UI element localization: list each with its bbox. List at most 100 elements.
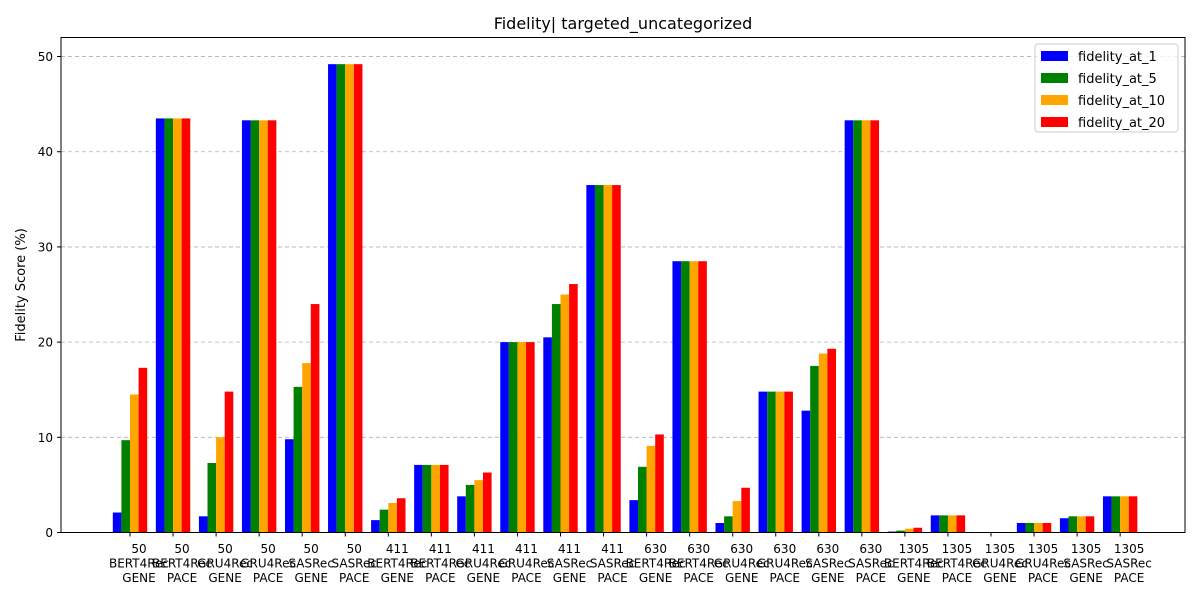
bar-fidelity_at_5 — [466, 485, 475, 533]
bar-fidelity_at_10 — [259, 120, 268, 532]
bar-fidelity_at_20 — [139, 368, 148, 533]
bar-fidelity_at_20 — [827, 349, 836, 533]
bar-fidelity_at_20 — [268, 120, 277, 532]
bar-fidelity_at_5 — [595, 185, 604, 532]
bar-fidelity_at_20 — [440, 465, 449, 533]
bar-fidelity_at_1 — [242, 120, 251, 532]
bar-fidelity_at_5 — [208, 463, 217, 532]
bar-fidelity_at_20 — [225, 392, 234, 533]
bar-fidelity_at_5 — [552, 304, 561, 532]
legend-swatch — [1041, 117, 1068, 127]
bar-fidelity_at_1 — [328, 64, 337, 532]
bar-fidelity_at_5 — [1025, 523, 1034, 533]
bar-fidelity_at_20 — [741, 488, 750, 533]
bar-fidelity_at_10 — [345, 64, 354, 532]
bar-fidelity_at_5 — [1069, 516, 1078, 532]
bar-fidelity_at_10 — [1034, 523, 1043, 533]
x-tick-label: 1305 SASRec GENE — [1063, 542, 1108, 585]
bar-fidelity_at_20 — [957, 515, 966, 532]
bar-fidelity_at_1 — [414, 465, 423, 533]
bar-fidelity_at_1 — [371, 520, 380, 532]
bar-fidelity_at_5 — [681, 261, 690, 532]
bar-fidelity_at_20 — [182, 118, 191, 532]
x-tick-label: 630 SASRec GENE — [805, 542, 850, 585]
bar-fidelity_at_5 — [939, 515, 948, 532]
bar-fidelity_at_5 — [1112, 496, 1121, 532]
bar-fidelity_at_10 — [130, 394, 139, 532]
bar-fidelity_at_5 — [767, 392, 776, 533]
bar-fidelity_at_5 — [164, 118, 173, 532]
bar-fidelity_at_20 — [569, 284, 578, 532]
legend-swatch — [1041, 73, 1068, 83]
bar-fidelity_at_10 — [733, 501, 742, 532]
bar-fidelity_at_1 — [199, 516, 208, 532]
bar-fidelity_at_1 — [457, 496, 466, 532]
bar-fidelity_at_5 — [509, 342, 518, 532]
bar-fidelity_at_5 — [810, 366, 819, 533]
bar-fidelity_at_1 — [802, 411, 811, 533]
bar-fidelity_at_1 — [845, 120, 854, 532]
x-tick-label: 50 SASRec GENE — [288, 542, 333, 585]
bar-fidelity_at_10 — [474, 480, 483, 532]
bar-fidelity_at_5 — [121, 440, 130, 532]
bar-fidelity_at_10 — [216, 437, 225, 532]
bar-fidelity_at_20 — [698, 261, 707, 532]
bar-fidelity_at_5 — [251, 120, 260, 532]
bar-fidelity_at_20 — [311, 304, 320, 532]
bar-fidelity_at_20 — [612, 185, 621, 532]
legend-label: fidelity_at_5 — [1078, 72, 1157, 87]
chart-title: Fidelity| targeted_uncategorized — [494, 14, 753, 34]
y-tick-label: 30 — [38, 240, 53, 254]
bar-fidelity_at_10 — [647, 446, 656, 533]
bar-fidelity_at_5 — [337, 64, 346, 532]
bar-fidelity_at_10 — [905, 529, 914, 533]
bar-fidelity_at_10 — [302, 363, 311, 532]
y-tick-label: 40 — [38, 145, 53, 159]
bar-fidelity_at_1 — [586, 185, 595, 532]
bar-fidelity_at_10 — [690, 261, 699, 532]
legend-swatch — [1041, 51, 1068, 61]
bar-fidelity_at_20 — [655, 434, 664, 532]
legend-swatch — [1041, 95, 1068, 105]
bar-fidelity_at_10 — [388, 503, 397, 533]
bar-fidelity_at_1 — [500, 342, 509, 532]
bar-fidelity_at_1 — [1060, 518, 1069, 532]
bar-fidelity_at_20 — [1043, 523, 1052, 533]
y-axis-label: Fidelity Score (%) — [14, 228, 29, 342]
bar-fidelity_at_20 — [784, 392, 793, 533]
bar-fidelity_at_1 — [931, 515, 940, 532]
bar-fidelity_at_5 — [638, 467, 647, 533]
bar-fidelity_at_1 — [759, 392, 768, 533]
bar-fidelity_at_5 — [724, 516, 733, 532]
bar-fidelity_at_1 — [285, 439, 294, 532]
legend-label: fidelity_at_20 — [1078, 116, 1165, 131]
bar-fidelity_at_1 — [543, 337, 552, 532]
y-tick-label: 20 — [38, 336, 53, 350]
bar-fidelity_at_20 — [483, 473, 492, 533]
bar-fidelity_at_1 — [716, 523, 725, 533]
bar-fidelity_at_10 — [431, 465, 440, 533]
bar-fidelity_at_10 — [862, 120, 871, 532]
bar-fidelity_at_1 — [1103, 496, 1112, 532]
y-axis: 0 10 20 30 40 50 — [38, 50, 61, 540]
legend-label: fidelity_at_1 — [1078, 50, 1157, 65]
bar-fidelity_at_5 — [380, 510, 389, 533]
bar-fidelity_at_20 — [870, 120, 879, 532]
bar-fidelity_at_20 — [1129, 496, 1138, 532]
bar-fidelity_at_20 — [397, 498, 406, 532]
bar-fidelity_at_10 — [561, 295, 570, 533]
bar-fidelity_at_5 — [853, 120, 862, 532]
bar-fidelity_at_10 — [1120, 496, 1129, 532]
bar-fidelity_at_10 — [173, 118, 182, 532]
y-tick-label: 10 — [38, 431, 53, 445]
bar-fidelity_at_20 — [914, 528, 923, 533]
bar-fidelity_at_1 — [672, 261, 681, 532]
x-tick-label: 1305 SASRec PACE — [1106, 542, 1151, 585]
bars-group — [113, 64, 1138, 532]
bar-fidelity_at_1 — [113, 513, 122, 533]
bar-fidelity_at_10 — [819, 354, 828, 533]
bar-fidelity_at_1 — [156, 118, 165, 532]
bar-fidelity_at_10 — [948, 515, 957, 532]
bar-fidelity_at_10 — [604, 185, 613, 532]
